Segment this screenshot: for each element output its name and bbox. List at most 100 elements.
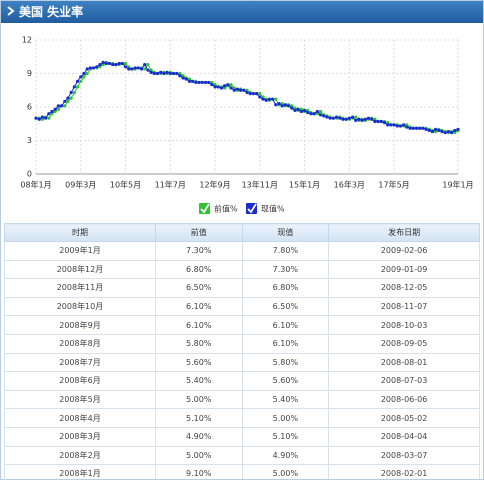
- data-point: [414, 126, 419, 130]
- data-point: [302, 108, 307, 112]
- table-cell: 2009-01-09: [328, 259, 480, 280]
- data-point: [59, 104, 64, 108]
- data-point: [405, 123, 409, 127]
- data-point: [162, 71, 166, 76]
- data-point: [107, 61, 112, 66]
- data-point: [149, 70, 153, 74]
- data-point: [328, 116, 332, 120]
- data-point: [139, 67, 144, 71]
- data-point: [283, 103, 287, 107]
- table-cell: 2009-02-06: [328, 241, 480, 261]
- data-point: [197, 80, 201, 85]
- data-point: [395, 124, 399, 128]
- y-tick-label: 0: [27, 170, 32, 179]
- data-point: [274, 97, 278, 101]
- data-point: [50, 109, 54, 114]
- data-point: [354, 118, 358, 122]
- data-point: [446, 129, 451, 134]
- data-point: [312, 112, 316, 116]
- table-row: 2008年6月 5.40% 5.60% 2008-07-03: [4, 371, 480, 391]
- table-cell: 5.60%: [154, 352, 243, 373]
- data-point: [293, 106, 297, 110]
- data-point: [408, 126, 412, 130]
- header-bar: 美国 失业率: [1, 1, 483, 23]
- data-point: [101, 62, 105, 67]
- table-cell: 5.10%: [241, 426, 330, 447]
- table-cell: 6.80%: [154, 259, 243, 280]
- data-point: [85, 67, 89, 71]
- table-row: 2008年8月 5.80% 6.10% 2008-09-05: [4, 333, 480, 354]
- data-point: [213, 85, 217, 89]
- data-point: [181, 74, 185, 78]
- x-tick-label: 16年3月: [334, 180, 365, 190]
- data-point: [43, 116, 48, 120]
- data-point: [360, 118, 364, 122]
- data-point: [245, 90, 249, 95]
- data-point: [334, 115, 339, 119]
- data-point: [347, 116, 351, 120]
- data-point: [232, 86, 236, 90]
- data-point: [210, 80, 214, 85]
- data-point: [82, 71, 86, 76]
- y-tick-label: 9: [27, 69, 32, 78]
- header-title: 美国 失业率: [19, 5, 84, 19]
- data-point: [223, 86, 227, 90]
- series-line: [35, 61, 459, 134]
- data-point: [443, 131, 447, 135]
- table-cell: 2008年5月: [4, 389, 156, 410]
- data-point: [456, 127, 460, 131]
- table-row: 2008年11月 6.50% 6.80% 2008-12-05: [4, 278, 480, 298]
- table-cell: 2008年10月: [4, 296, 156, 317]
- table-cell: 2008-09-05: [328, 333, 480, 354]
- data-point: [123, 65, 128, 69]
- table-row: 2008年7月 5.60% 5.80% 2008-08-01: [4, 352, 480, 373]
- data-point: [322, 114, 326, 118]
- data-point: [235, 87, 240, 91]
- data-point: [264, 98, 268, 102]
- data-point: [165, 70, 169, 74]
- data-point: [338, 116, 342, 120]
- table-cell: 2008-04-04: [328, 426, 480, 447]
- column-header: 现值: [241, 223, 330, 242]
- table-cell: 2008年6月: [4, 371, 156, 391]
- data-point: [389, 123, 393, 127]
- data-point: [149, 68, 153, 72]
- data-point: [299, 107, 303, 111]
- table-cell: 5.10%: [154, 408, 243, 428]
- data-point: [290, 104, 294, 108]
- legend-check: [200, 203, 210, 214]
- table-row: 2008年9月 6.10% 6.10% 2008-10-03: [4, 315, 480, 335]
- data-point: [203, 80, 208, 85]
- data-point: [434, 127, 438, 131]
- data-point: [318, 109, 323, 114]
- x-tick-label: 12年9月: [199, 180, 230, 190]
- data-point: [270, 97, 275, 101]
- data-point: [130, 67, 134, 71]
- data-point: [168, 71, 172, 76]
- x-tick-label: 13年11月: [242, 180, 278, 190]
- data-point: [341, 117, 345, 121]
- data-point: [56, 104, 60, 108]
- table-cell: 2009年1月: [4, 241, 156, 261]
- column-header: 发布日期: [328, 223, 480, 242]
- table-cell: 6.10%: [241, 333, 330, 354]
- data-point: [178, 74, 182, 78]
- data-point: [318, 113, 323, 117]
- data-point: [47, 116, 51, 120]
- data-point: [418, 126, 422, 130]
- data-point: [258, 92, 262, 96]
- data-point: [207, 80, 211, 85]
- data-point: [280, 104, 284, 108]
- data-point: [133, 66, 137, 70]
- table-cell: 5.80%: [241, 352, 330, 373]
- data-point: [194, 80, 198, 85]
- data-point: [354, 115, 358, 119]
- data-point: [309, 112, 313, 116]
- table-header-row: 时期 前值 现值 发布日期: [4, 223, 480, 242]
- data-point: [299, 109, 303, 114]
- data-point: [123, 61, 128, 66]
- data-point: [127, 67, 131, 71]
- data-point: [75, 85, 80, 89]
- column-header: 前值: [154, 223, 243, 242]
